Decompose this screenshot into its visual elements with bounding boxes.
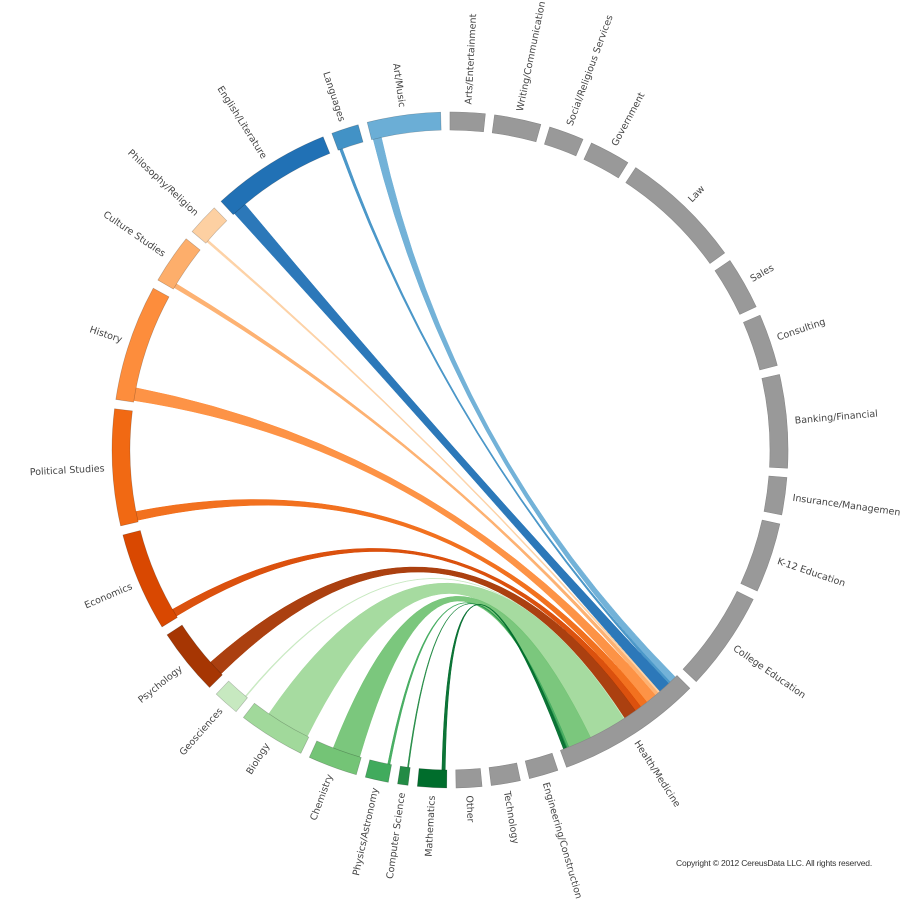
group-label: English/Literature (215, 84, 269, 161)
group-arc-chemistry[interactable] (308, 740, 362, 776)
group-label: Philosophy/Religion (125, 148, 200, 219)
group-labels-layer: Arts/Entertainment Writing/Communication S… (30, 0, 900, 900)
group-arc-technology[interactable] (488, 762, 521, 786)
group-arc-culture-studies[interactable] (157, 238, 201, 290)
group-label: Insurance/Management (792, 493, 900, 519)
group-arc-government[interactable] (583, 142, 629, 179)
group-label: Art/Music (390, 63, 407, 108)
group-label: Physics/Astronomy (351, 786, 381, 876)
group-arc-college-education[interactable] (682, 591, 754, 682)
chord-english-literature[interactable] (234, 203, 669, 693)
group-arc-political-studies[interactable] (111, 408, 139, 527)
group-arc-arts-entertainment[interactable] (449, 111, 486, 133)
group-arc-computer-science[interactable] (397, 765, 411, 786)
group-arc-banking-financial[interactable] (761, 374, 789, 469)
copyright-notice: Copyright © 2012 CereusData LLC. All rig… (676, 858, 872, 868)
group-label: Health/Medicine (632, 739, 683, 810)
group-label: Consulting (776, 316, 827, 343)
group-label: K-12 Education (776, 556, 847, 589)
group-arc-economics[interactable] (122, 530, 178, 628)
group-label: Mathematics (424, 795, 438, 857)
group-arcs-layer (111, 111, 789, 789)
group-arc-biology[interactable] (242, 702, 310, 754)
group-arc-sales[interactable] (714, 260, 757, 315)
group-label: Government (610, 91, 648, 149)
group-arc-consulting[interactable] (743, 314, 778, 371)
group-label: Technology (501, 789, 521, 845)
group-label: Law (686, 183, 707, 204)
group-label: College Education (731, 643, 808, 701)
group-label: Political Studies (30, 463, 105, 478)
group-arc-insurance-management[interactable] (763, 475, 788, 516)
group-arc-social-religious-services[interactable] (544, 126, 584, 157)
group-arc-other[interactable] (455, 768, 483, 789)
group-label: Sales (749, 263, 776, 285)
group-arc-k-12-education[interactable] (740, 519, 781, 592)
group-arc-geosciences[interactable] (215, 680, 248, 713)
group-label: Social/Religious Services (565, 14, 616, 128)
group-arc-languages[interactable] (331, 124, 364, 151)
group-arc-law[interactable] (625, 167, 726, 264)
group-label: Geosciences (178, 706, 226, 758)
group-label: Banking/Financial (794, 409, 878, 427)
group-label: Biology (244, 741, 272, 777)
chords-layer (133, 137, 676, 771)
group-arc-english-literature[interactable] (220, 136, 331, 216)
group-arc-art-music[interactable] (366, 111, 442, 141)
group-label: Engineering/Construction (540, 781, 584, 900)
group-arc-mathematics[interactable] (416, 768, 448, 789)
group-arc-health-medicine[interactable] (560, 675, 691, 768)
group-label: Chemistry (308, 772, 335, 822)
group-label: Computer Science (385, 792, 408, 880)
group-arc-psychology[interactable] (166, 624, 223, 688)
group-label: Economics (83, 581, 134, 611)
group-label: Psychology (136, 663, 185, 705)
group-label: Culture Studies (101, 209, 167, 259)
group-label: Languages (320, 70, 347, 123)
group-arc-philosophy-religion[interactable] (191, 207, 228, 244)
group-arc-history[interactable] (115, 287, 170, 403)
group-label: Writing/Communication (515, 0, 548, 112)
group-arc-writing-communication[interactable] (491, 114, 542, 143)
group-arc-physics-astronomy[interactable] (364, 759, 392, 783)
group-label: Arts/Entertainment (463, 13, 479, 105)
group-label: History (88, 324, 124, 345)
group-label: Other (463, 795, 476, 823)
group-arc-engineering-construction[interactable] (524, 752, 559, 779)
